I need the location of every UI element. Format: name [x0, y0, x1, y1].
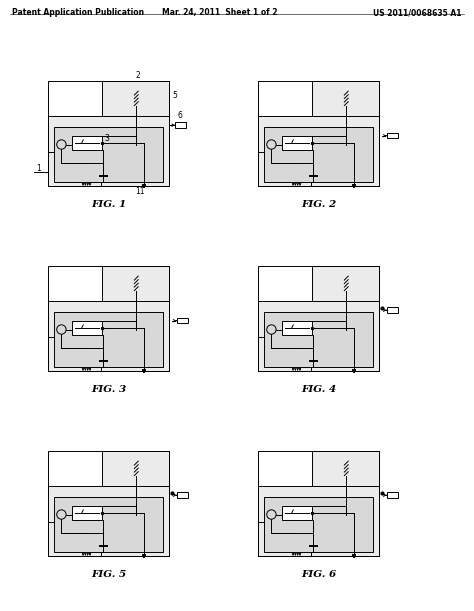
Bar — [48, 486, 169, 556]
Text: FIG. 6: FIG. 6 — [301, 570, 336, 579]
Bar — [387, 307, 398, 313]
Bar — [264, 497, 374, 552]
Bar — [102, 266, 169, 301]
Bar — [387, 133, 398, 139]
Bar — [48, 522, 101, 556]
Text: Mar. 24, 2011  Sheet 1 of 2: Mar. 24, 2011 Sheet 1 of 2 — [162, 8, 278, 17]
Bar — [283, 321, 312, 335]
Bar — [258, 115, 379, 186]
Bar — [258, 486, 379, 556]
Text: 11: 11 — [136, 188, 145, 196]
Bar — [54, 497, 163, 552]
Text: FIG. 3: FIG. 3 — [91, 386, 126, 394]
Bar — [48, 301, 169, 371]
Text: Patent Application Publication: Patent Application Publication — [12, 8, 144, 17]
Bar — [73, 136, 102, 150]
Text: FIG. 5: FIG. 5 — [91, 570, 126, 579]
Bar — [48, 266, 169, 371]
Bar — [73, 321, 102, 335]
Bar — [177, 318, 188, 323]
Bar — [283, 136, 312, 150]
Text: FIG. 4: FIG. 4 — [301, 386, 336, 394]
Bar — [175, 122, 186, 128]
Bar — [54, 312, 163, 367]
Bar — [312, 451, 379, 486]
Bar — [258, 337, 311, 371]
Bar — [264, 127, 374, 182]
Text: US 2011/0068635 A1: US 2011/0068635 A1 — [374, 8, 462, 17]
Bar — [258, 152, 311, 186]
Bar — [48, 152, 101, 186]
Bar — [48, 337, 101, 371]
Text: 5: 5 — [172, 92, 177, 100]
Bar — [102, 81, 169, 115]
Bar — [258, 522, 311, 556]
Bar — [312, 266, 379, 301]
Bar — [258, 451, 379, 556]
Bar — [48, 451, 169, 556]
Text: 3: 3 — [104, 134, 109, 143]
Bar — [258, 266, 379, 371]
Text: FIG. 2: FIG. 2 — [301, 200, 336, 210]
Text: 1: 1 — [36, 164, 41, 174]
Bar — [283, 506, 312, 520]
Bar — [102, 451, 169, 486]
Bar — [258, 81, 379, 186]
Bar — [73, 506, 102, 520]
Bar — [264, 312, 374, 367]
Bar — [312, 81, 379, 115]
Bar — [54, 127, 163, 182]
Bar — [177, 492, 188, 498]
Bar — [48, 81, 169, 186]
Bar — [387, 492, 398, 498]
Bar — [258, 301, 379, 371]
Text: 6: 6 — [177, 111, 182, 120]
Text: FIG. 1: FIG. 1 — [91, 200, 126, 210]
Bar — [48, 115, 169, 186]
Text: 2: 2 — [136, 71, 141, 80]
